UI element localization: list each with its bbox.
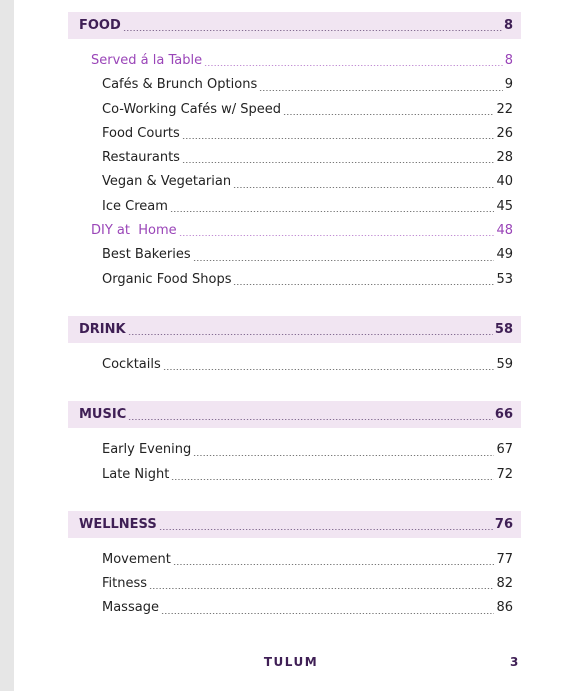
entry-page: 86: [496, 600, 513, 616]
section-header: MUSIC 66: [68, 401, 521, 429]
section-entries: Movement 77 Fitness 82 Massage 86: [68, 538, 521, 645]
entry-title: Late Night: [102, 466, 170, 482]
entry: Best Bakeries 49: [68, 243, 513, 267]
entry-page: 59: [496, 356, 513, 372]
entry-page: 82: [496, 576, 513, 592]
dot-leader: [172, 564, 495, 566]
entry-title: Early Evening: [102, 442, 192, 458]
entry: Massage 86: [68, 596, 513, 620]
dot-leader: [181, 162, 495, 164]
entry-page: 49: [496, 247, 513, 263]
subsection: DIY at Home 48: [68, 219, 513, 243]
entry-page: 26: [496, 125, 513, 141]
entry-title: Massage: [102, 600, 159, 616]
entry-page: 28: [496, 150, 513, 166]
dot-leader: [149, 588, 495, 590]
section-header-title: DRINK: [79, 321, 126, 337]
side-strip: [0, 0, 14, 691]
entry: Restaurants 28: [68, 146, 513, 170]
entry: Movement 77: [68, 548, 513, 572]
section-header-page: 8: [503, 18, 513, 33]
dot-leader: [171, 478, 495, 480]
dot-leader: [233, 283, 495, 285]
page-number: 3: [510, 655, 519, 669]
entry: Early Evening 67: [68, 438, 513, 462]
dot-leader: [259, 89, 503, 91]
entry: Vegan & Vegetarian 40: [68, 170, 513, 194]
entry: Co-Working Cafés w/ Speed 22: [68, 98, 513, 122]
entry-page: 72: [496, 466, 513, 482]
dot-leader: [162, 369, 495, 371]
entry-title: Organic Food Shops: [102, 271, 232, 287]
entry: Late Night 72: [68, 463, 513, 487]
entry: Food Courts 26: [68, 122, 513, 146]
entry: Cafés & Brunch Options 9: [68, 73, 513, 97]
entry-page: 45: [496, 198, 513, 214]
section-header-page: 66: [494, 407, 513, 423]
entry-title: Cocktails: [102, 356, 161, 372]
dot-leader: [158, 528, 493, 530]
section-entries: Cocktails 59: [68, 343, 521, 401]
entry: Organic Food Shops 53: [68, 268, 513, 292]
entry-page: 9: [504, 77, 513, 93]
entry-title: Cafés & Brunch Options: [102, 77, 258, 93]
entry-title: Ice Cream: [102, 198, 168, 214]
dot-leader: [127, 333, 493, 335]
section-header: FOOD 8: [68, 12, 521, 39]
dot-leader: [181, 138, 495, 140]
section-header-page: 76: [494, 516, 513, 532]
section-header-title: FOOD: [79, 18, 121, 33]
section-header-title: MUSIC: [79, 407, 127, 423]
section-header: WELLNESS 76: [68, 510, 521, 538]
section-entries: Early Evening 67 Late Night 72: [68, 428, 521, 511]
dot-leader: [160, 612, 495, 614]
dot-leader: [178, 235, 495, 237]
subsection: Served á la Table 8: [68, 49, 513, 73]
entry-page: 53: [496, 271, 513, 287]
dot-leader: [193, 454, 495, 456]
entry: Ice Cream 45: [68, 195, 513, 219]
subsection-title: DIY at Home: [91, 223, 177, 239]
entry: Fitness 82: [68, 572, 513, 596]
dot-leader: [283, 113, 495, 115]
entry-title: Vegan & Vegetarian: [102, 174, 232, 190]
section-header: DRINK 58: [68, 315, 521, 343]
entry-title: Best Bakeries: [102, 247, 191, 263]
entry-title: Restaurants: [102, 150, 180, 166]
dot-leader: [128, 419, 493, 421]
entry-title: Movement: [102, 551, 171, 567]
section-entries: Served á la Table 8 Cafés & Brunch Options…: [68, 39, 521, 316]
entry-title: Co-Working Cafés w/ Speed: [102, 101, 282, 117]
entry-page: 67: [496, 442, 513, 458]
dot-leader: [169, 211, 495, 213]
subsection-title: Served á la Table: [91, 53, 203, 68]
entry-title: Fitness: [102, 576, 148, 592]
entry: Cocktails 59: [68, 353, 513, 377]
subsection-page: 48: [496, 223, 513, 239]
section-header-title: WELLNESS: [79, 516, 157, 532]
entry-page: 40: [496, 174, 513, 190]
entry-page: 77: [496, 551, 513, 567]
dot-leader: [122, 30, 502, 31]
subsection-page: 8: [504, 53, 513, 68]
entry-page: 22: [496, 101, 513, 117]
table-of-contents: FOOD 8 Served á la Table 8 Cafés & Brunch Op…: [68, 12, 521, 645]
dot-leader: [204, 65, 503, 67]
dot-leader: [233, 186, 495, 188]
section-header-page: 58: [494, 321, 513, 337]
footer-title: TULUM: [263, 655, 319, 669]
entry-title: Food Courts: [102, 125, 180, 141]
dot-leader: [192, 259, 495, 261]
